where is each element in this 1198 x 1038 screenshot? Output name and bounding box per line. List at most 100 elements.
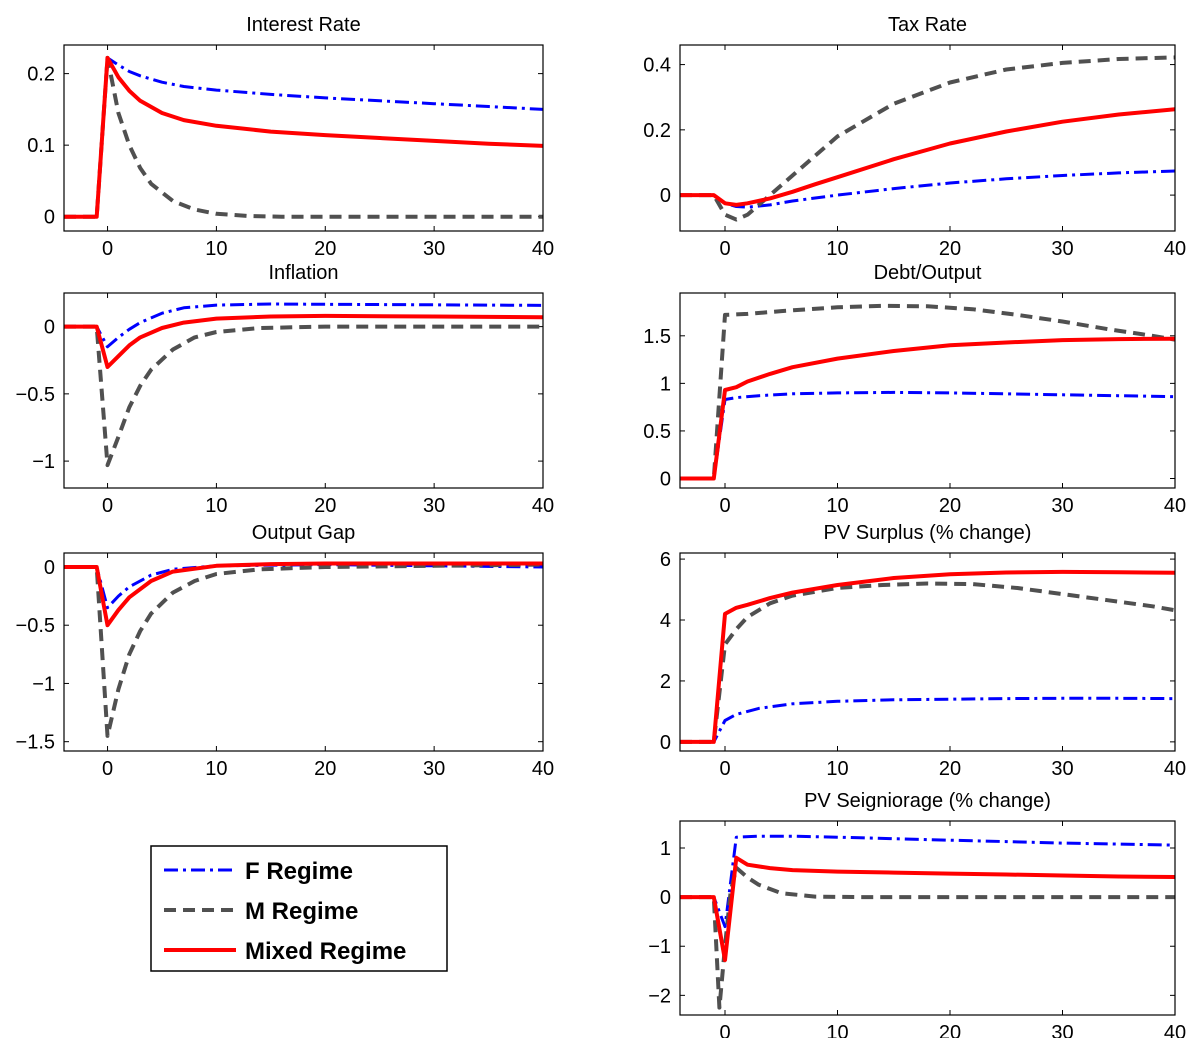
y-tick-label: −1 [32, 673, 55, 695]
axes-frame [679, 820, 1176, 1016]
x-tick-label: 10 [205, 758, 227, 780]
y-tick-label: −2 [648, 985, 671, 1007]
x-tick-label: 20 [314, 238, 336, 260]
series-line-mixed [64, 561, 543, 628]
series-line-mixed [680, 569, 1175, 744]
axes-frame [63, 44, 544, 232]
x-tick-label: 10 [826, 238, 848, 260]
panel-1: Tax Rate 0 10 20 30 40 0 0.2 0.4 [643, 14, 1186, 260]
x-tick-label: 30 [1051, 1022, 1073, 1038]
panel-title: Tax Rate [888, 14, 967, 36]
y-tick-label: −1 [32, 451, 55, 473]
y-tick-label: 0 [44, 557, 55, 579]
x-tick-label: 40 [1164, 1022, 1186, 1038]
axes-frame [63, 292, 544, 489]
plot-area [680, 821, 1175, 1015]
x-tick-label: 40 [1164, 238, 1186, 260]
series-line-m [680, 303, 1175, 481]
x-tick-label: 30 [1051, 238, 1073, 260]
x-tick-label: 40 [532, 238, 554, 260]
series-line-mixed [64, 313, 543, 369]
y-tick-label: −1 [648, 936, 671, 958]
x-tick-label: 20 [939, 1022, 961, 1038]
series-line-f [680, 834, 1175, 929]
panel-title: PV Surplus (% change) [824, 522, 1032, 544]
y-tick-label: 0.4 [643, 55, 671, 77]
legend-label-f: F Regime [245, 858, 353, 885]
y-tick-label: 0 [660, 468, 671, 490]
y-tick-label: 0 [44, 317, 55, 339]
x-tick-label: 20 [939, 238, 961, 260]
y-tick-label: 0.1 [27, 135, 55, 157]
x-tick-label: 10 [826, 758, 848, 780]
y-tick-label: 1.5 [643, 326, 671, 348]
series-line-m [680, 865, 1175, 1010]
panel-title: Interest Rate [246, 14, 361, 36]
axes-frame [679, 552, 1176, 752]
y-tick-label: −1.5 [16, 732, 55, 754]
series-line-mixed [680, 336, 1175, 481]
axes-frame [679, 44, 1176, 232]
x-tick-label: 0 [102, 495, 113, 517]
panel-4: Output Gap 0 10 20 30 40 −1.5 −1 −0.5 0 [16, 522, 555, 780]
y-tick-label: 6 [660, 549, 671, 571]
series-line-mixed [680, 855, 1175, 962]
y-tick-label: −0.5 [16, 384, 55, 406]
y-tick-label: 1 [660, 838, 671, 860]
plot-area [64, 45, 543, 231]
x-tick-label: 30 [1051, 495, 1073, 517]
x-tick-label: 0 [719, 495, 730, 517]
x-tick-label: 20 [939, 758, 961, 780]
legend-label-mixed: Mixed Regime [245, 938, 406, 965]
series-line-m [680, 581, 1175, 744]
y-tick-label: 2 [660, 671, 671, 693]
panel-0: Interest Rate 0 10 20 30 40 0 0.1 0.2 [27, 14, 554, 260]
series-line-m [680, 55, 1175, 222]
x-tick-label: 30 [1051, 758, 1073, 780]
series-line-m [64, 324, 543, 468]
x-tick-label: 10 [205, 495, 227, 517]
series-line-f [64, 302, 543, 349]
y-tick-label: 0 [44, 207, 55, 229]
x-tick-label: 40 [1164, 758, 1186, 780]
x-tick-label: 10 [205, 238, 227, 260]
series-line-mixed [64, 55, 543, 219]
x-tick-label: 10 [826, 495, 848, 517]
panel-5: PV Surplus (% change) 0 10 20 30 40 0 2 4 6 [660, 522, 1186, 780]
y-tick-label: 0 [660, 887, 671, 909]
axes-frame [679, 292, 1176, 489]
x-tick-label: 20 [314, 495, 336, 517]
x-tick-label: 40 [532, 495, 554, 517]
legend: F Regime M Regime Mixed Regime [150, 845, 448, 972]
axes-frame [63, 552, 544, 752]
x-tick-label: 0 [102, 758, 113, 780]
x-tick-label: 0 [719, 758, 730, 780]
x-tick-label: 40 [532, 758, 554, 780]
panel-6: PV Seigniorage (% change) 0 10 20 30 40 −2 −1 0 1 [648, 790, 1186, 1038]
plot-area [680, 293, 1175, 488]
x-tick-label: 40 [1164, 495, 1186, 517]
x-tick-label: 30 [423, 238, 445, 260]
y-tick-label: 0.2 [27, 64, 55, 86]
series-line-f [680, 696, 1175, 744]
series-line-m [64, 562, 543, 738]
series-line-f [680, 169, 1175, 209]
series-line-m [64, 55, 543, 219]
plot-area [680, 553, 1175, 751]
panel-3: Debt/Output 0 10 20 30 40 0 0.5 1 1.5 [643, 262, 1186, 517]
y-tick-label: 4 [660, 610, 671, 632]
x-tick-label: 0 [719, 238, 730, 260]
y-tick-label: 1 [660, 373, 671, 395]
x-tick-label: 0 [719, 1022, 730, 1038]
panel-title: Inflation [268, 262, 338, 284]
y-tick-label: 0 [660, 185, 671, 207]
y-tick-label: 0.5 [643, 421, 671, 443]
x-tick-label: 10 [826, 1022, 848, 1038]
series-line-mixed [680, 107, 1175, 207]
x-tick-label: 0 [102, 238, 113, 260]
y-tick-label: −0.5 [16, 615, 55, 637]
x-tick-label: 20 [939, 495, 961, 517]
legend-label-m: M Regime [245, 898, 358, 925]
x-tick-label: 20 [314, 758, 336, 780]
